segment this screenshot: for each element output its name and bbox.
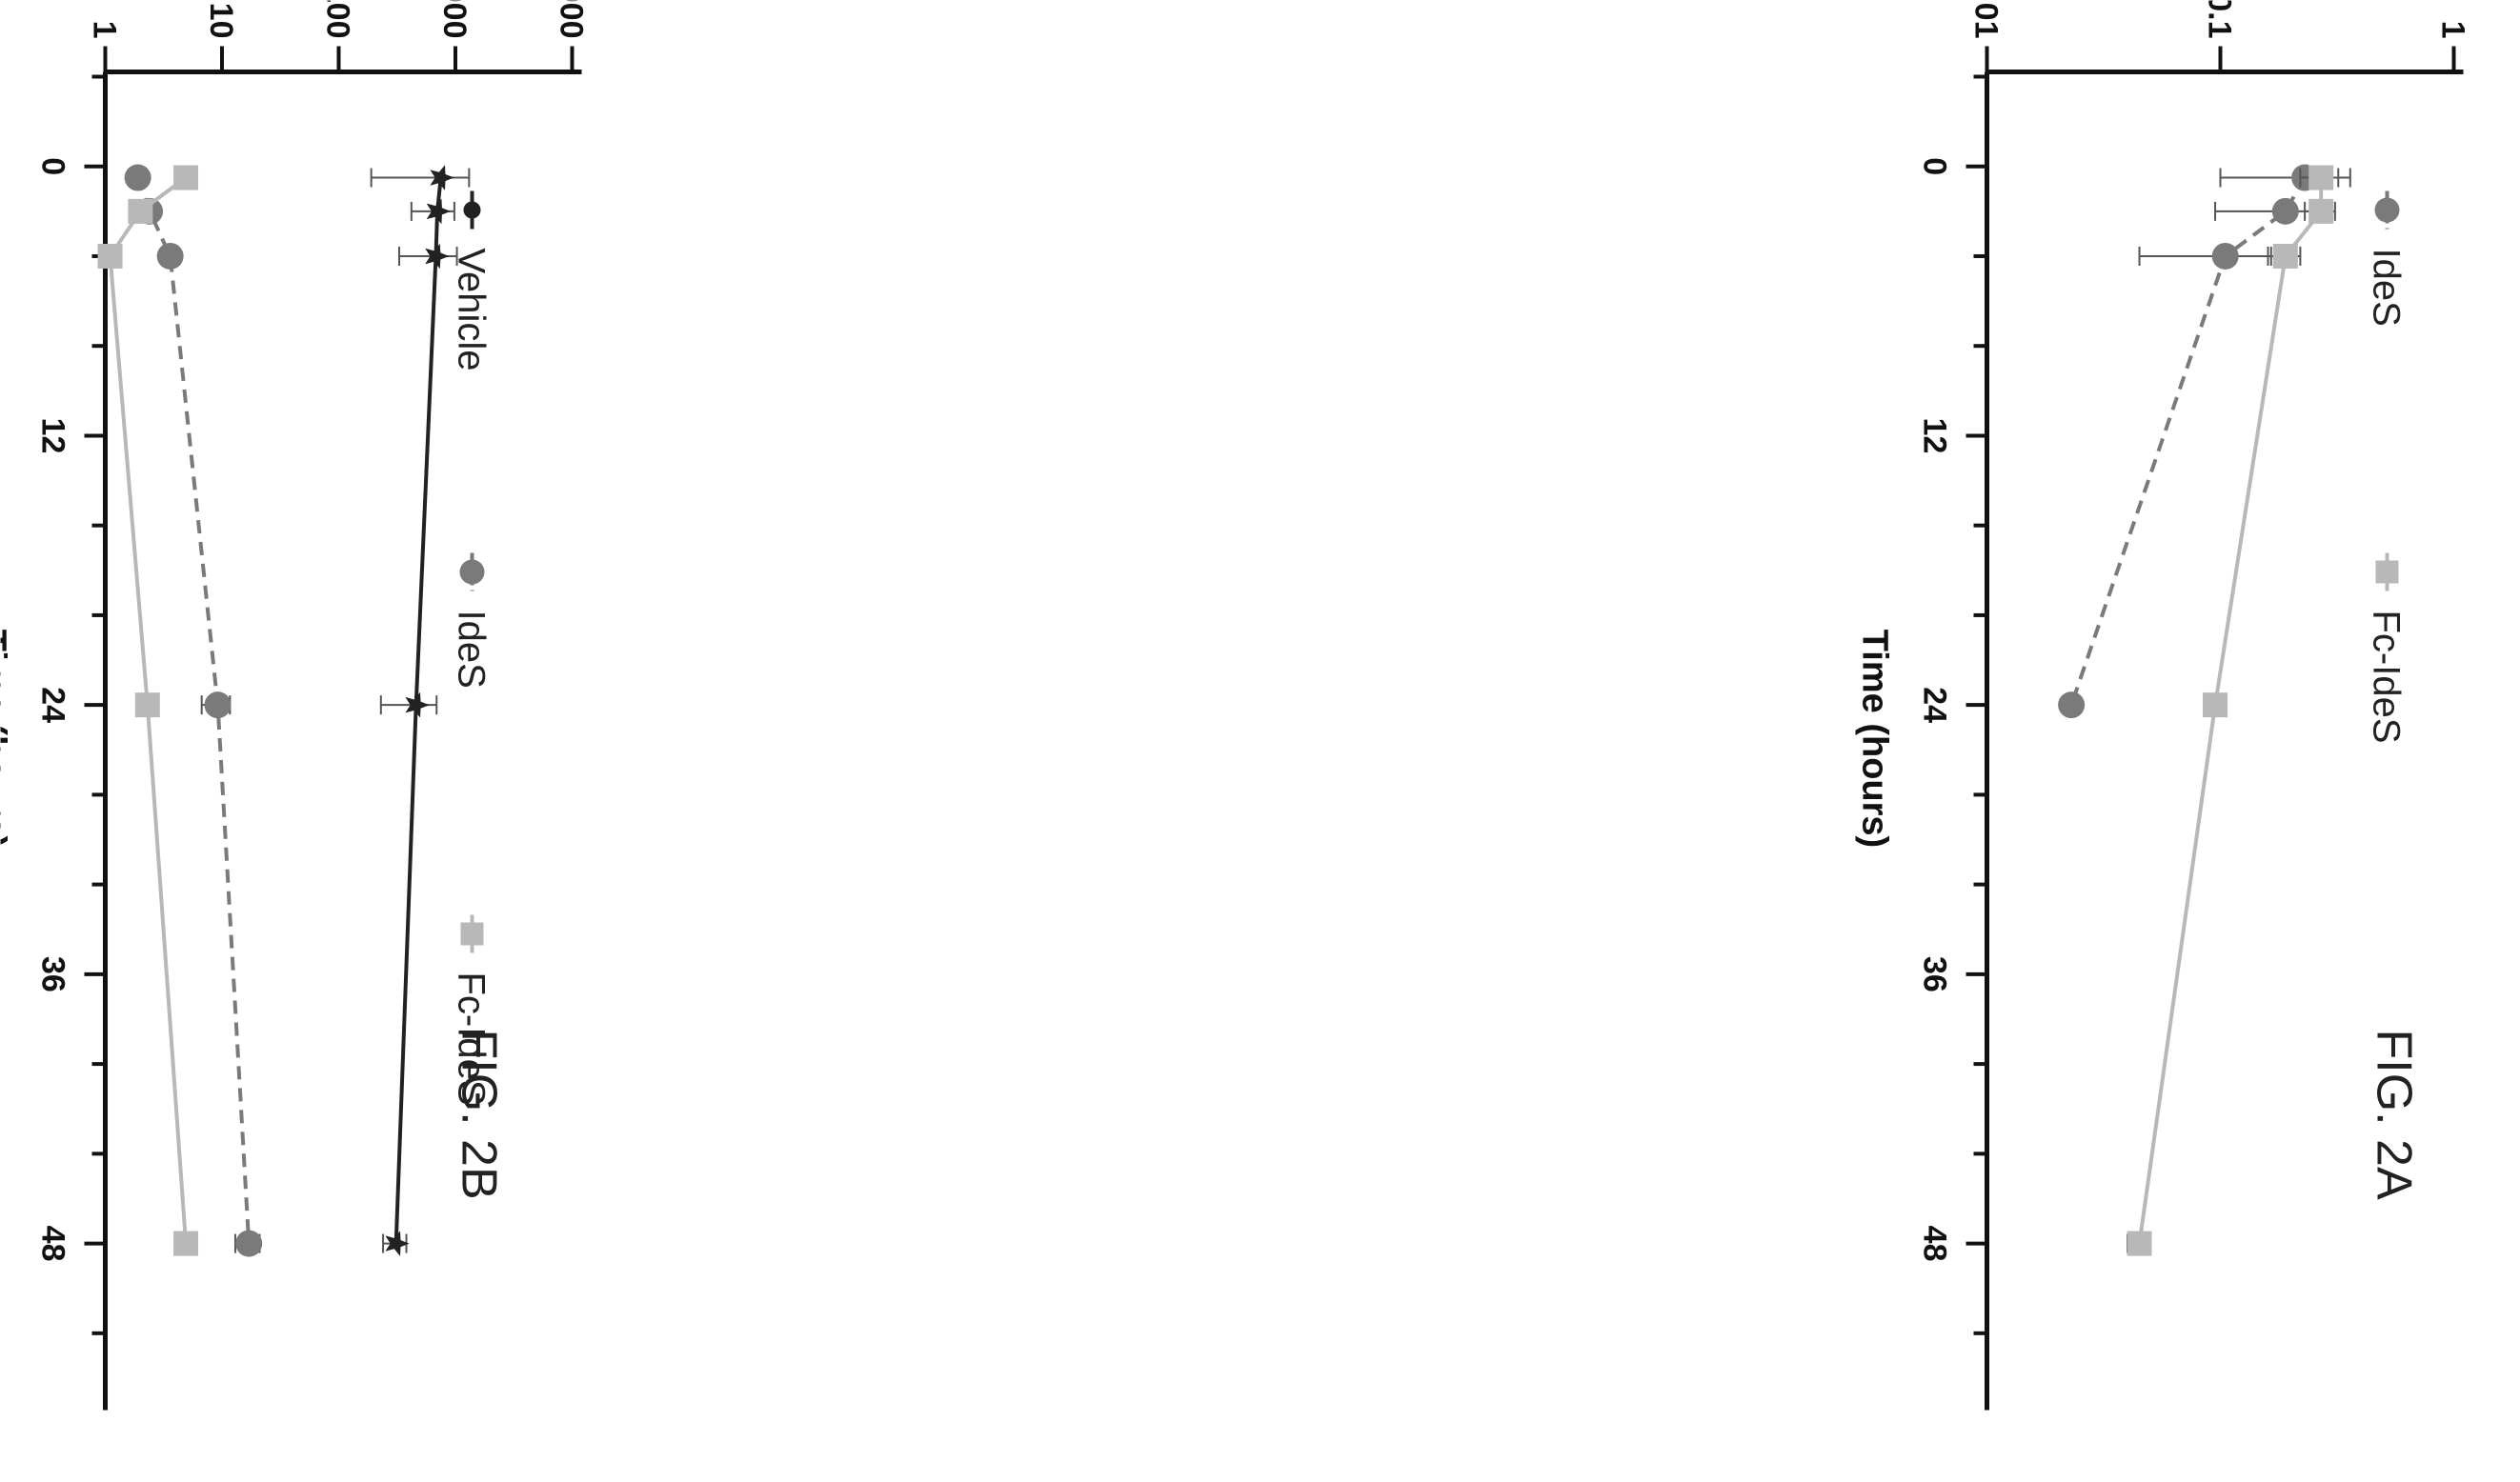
x-tick-label: 12 [34, 417, 71, 453]
data-point [2308, 198, 2333, 224]
y-tick-label: 1 [2434, 20, 2470, 38]
data-point [156, 242, 184, 270]
data-point [134, 691, 160, 717]
legend-label: IdeS [2365, 248, 2407, 326]
data-point [172, 165, 198, 190]
legend-marker [463, 201, 480, 218]
series-line [2068, 176, 2307, 706]
x-tick-label: 24 [34, 687, 71, 723]
figure-label: FIG. 2A [2366, 1029, 2421, 1199]
data-point [2271, 197, 2299, 225]
data-point [384, 1230, 410, 1256]
x-tick-label: 24 [1916, 687, 1952, 723]
data-point [204, 691, 232, 718]
y-tick-label: 10000 [553, 0, 589, 38]
data-point [234, 1230, 262, 1257]
series-vehicle [370, 164, 470, 1256]
x-tick-label: 0 [1916, 157, 1952, 175]
y-tick-label: 0.1 [2201, 0, 2237, 38]
y-tick-label: 10 [203, 2, 239, 38]
legend-item: IdeS [450, 552, 492, 688]
data-point [2211, 242, 2239, 270]
data-point [2272, 243, 2298, 269]
legend-marker [2375, 560, 2398, 583]
legend-marker [459, 559, 484, 584]
x-tick-label: 48 [1916, 1225, 1952, 1261]
x-axis-title: Time (hours) [0, 629, 12, 847]
x-tick-label: 0 [34, 157, 71, 175]
data-point [2127, 1231, 2152, 1256]
data-point [429, 164, 454, 190]
series-ides [2057, 164, 2351, 718]
data-point [2057, 691, 2085, 718]
x-tick-label: 12 [1916, 417, 1952, 453]
legend-marker [2374, 197, 2399, 222]
x-tick-label: 36 [1916, 955, 1952, 991]
series-line [2137, 177, 2323, 1244]
legend-item: Fc-IdeS [2365, 552, 2407, 743]
y-tick-label: 0.01 [1967, 0, 2004, 38]
y-tick-label: 100 [319, 0, 355, 38]
legend-label: Vehicle [450, 248, 492, 370]
data-point [97, 243, 123, 269]
data-point [127, 198, 152, 224]
data-point [2308, 165, 2333, 190]
data-point [172, 1231, 198, 1256]
legend-item: IdeS [2365, 190, 2407, 326]
x-tick-label: 36 [34, 955, 71, 991]
data-point [404, 691, 430, 717]
panel-fig-2b: 012243648110100100010000Time (hours)IVIG… [0, 0, 589, 1410]
series-fc-ides [97, 165, 198, 1256]
legend-item: Fc-IdeS [450, 914, 492, 1105]
legend-item: Vehicle [450, 190, 492, 370]
data-point [426, 198, 451, 224]
legend-label: Fc-IdeS [450, 971, 492, 1105]
y-tick-label: 1000 [436, 0, 473, 38]
legend-label: IdeS [450, 610, 492, 688]
data-point [124, 164, 151, 191]
series-fc-ides [2126, 165, 2339, 1256]
x-tick-label: 48 [34, 1225, 71, 1261]
legend-marker [460, 922, 483, 945]
data-point [424, 243, 449, 269]
figure-label: FIG. 2B [451, 1029, 506, 1199]
x-axis-title: Time (hours) [1854, 629, 1894, 847]
legend-label: Fc-IdeS [2365, 610, 2407, 743]
data-point [2202, 691, 2228, 717]
y-tick-label: 1 [86, 20, 122, 38]
